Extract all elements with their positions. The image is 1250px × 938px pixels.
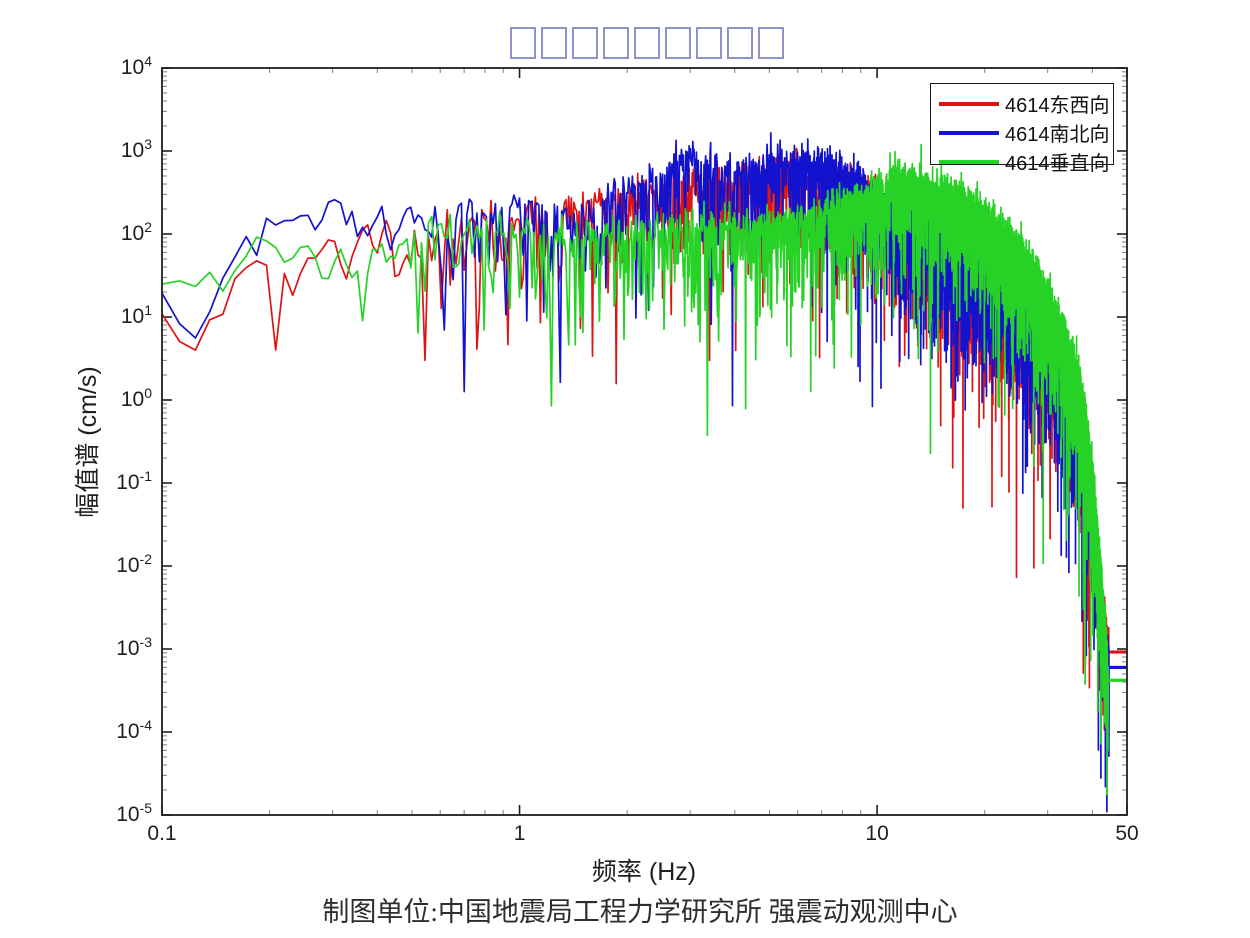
title-missing-glyph-box	[696, 27, 722, 59]
legend-line-sample	[939, 101, 999, 106]
legend-label: 4614垂直向	[1005, 153, 1110, 175]
x-tick-label: 1	[513, 822, 526, 845]
y-tick-label: 104	[120, 53, 152, 79]
y-axis-label: 幅值谱 (cm/s)	[74, 366, 102, 518]
y-tick-label: 10-2	[116, 551, 152, 577]
y-tick-label: 103	[120, 136, 152, 162]
legend-row: 4614垂直向	[939, 147, 1110, 176]
series-line-ud	[162, 143, 1127, 796]
y-tick-label: 101	[120, 302, 152, 328]
legend-line-sample	[939, 159, 999, 164]
title-missing-glyph-box	[665, 27, 691, 59]
x-axis-label: 频率 (Hz)	[591, 858, 697, 886]
title-missing-glyph-box	[541, 27, 567, 59]
legend-row: 4614东西向	[939, 89, 1110, 118]
chart-title-missing-glyph-boxes	[0, 27, 1250, 59]
legend: 4614东西向 4614南北向 4614垂直向	[930, 83, 1114, 175]
legend-line-sample	[939, 130, 999, 135]
x-tick-label: 0.1	[147, 822, 177, 845]
y-tick-label: 10-5	[116, 800, 152, 826]
caption: 制图单位:中国地震局工程力学研究所 强震动观测中心	[322, 897, 958, 927]
y-tick-label: 10-4	[116, 717, 152, 743]
title-missing-glyph-box	[510, 27, 536, 59]
title-missing-glyph-box	[603, 27, 629, 59]
legend-row: 4614南北向	[939, 118, 1110, 147]
y-tick-label: 10-3	[116, 634, 152, 660]
y-tick-label: 100	[120, 385, 152, 411]
title-missing-glyph-box	[572, 27, 598, 59]
y-tick-label: 102	[120, 219, 152, 245]
legend-label: 4614东西向	[1005, 95, 1110, 117]
legend-label: 4614南北向	[1005, 124, 1110, 146]
title-missing-glyph-box	[727, 27, 753, 59]
plot-frame	[161, 67, 1128, 816]
x-tick-label: 50	[1115, 822, 1139, 845]
y-tick-label: 10-1	[116, 468, 152, 494]
x-tick-label: 10	[865, 822, 889, 845]
title-missing-glyph-box	[758, 27, 784, 59]
title-missing-glyph-box	[634, 27, 660, 59]
